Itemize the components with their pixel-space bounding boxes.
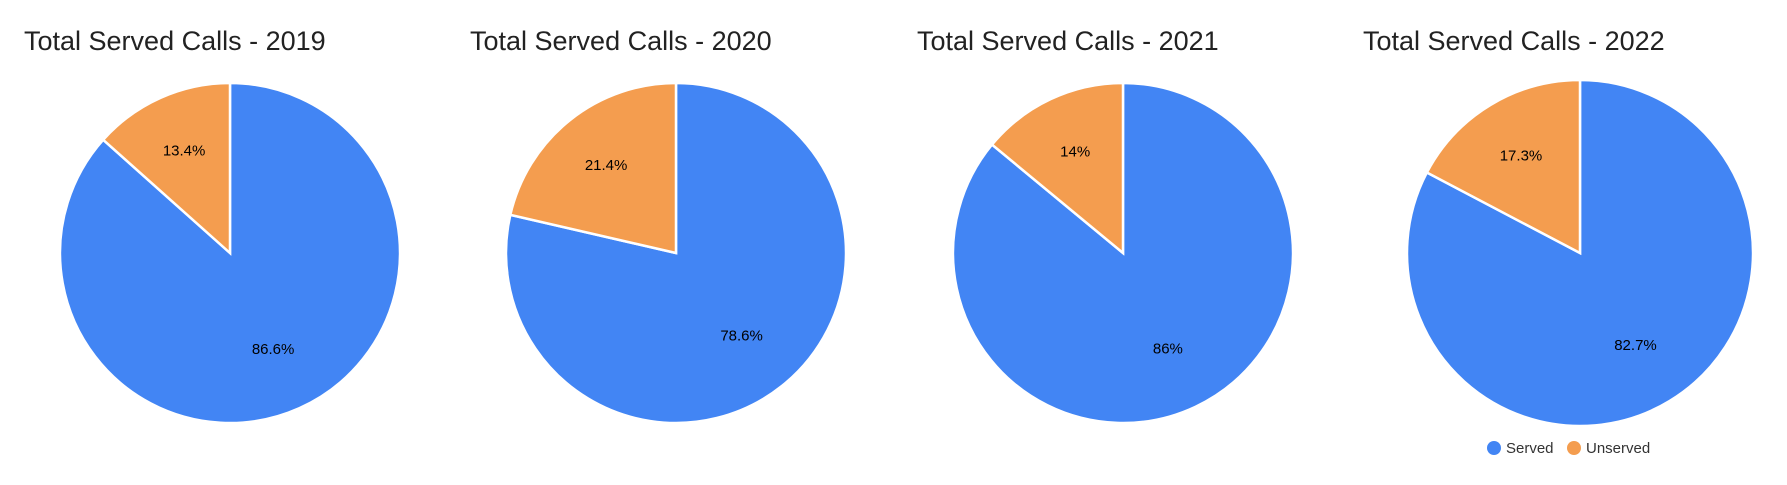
data-label-unserved-2019: 13.4%: [163, 143, 206, 160]
pie-chart-2020: Total Served Calls - 2020 78.6% 21.4%: [470, 26, 846, 423]
data-label-unserved-2022: 17.3%: [1500, 147, 1543, 164]
data-label-unserved-2021: 14%: [1060, 144, 1090, 161]
pie-slices-2020: [506, 83, 846, 423]
chart-title-2019: Total Served Calls - 2019: [24, 26, 326, 56]
legend-label-unserved[interactable]: Unserved: [1586, 440, 1650, 457]
pie-chart-2019: Total Served Calls - 2019 86.6% 13.4%: [24, 26, 400, 423]
pie-slices-2019: [60, 83, 400, 423]
legend-marker-unserved[interactable]: [1567, 441, 1581, 455]
data-label-served-2020: 78.6%: [720, 328, 763, 345]
data-label-served-2019: 86.6%: [252, 341, 295, 358]
pie-chart-2022: Total Served Calls - 2022 Served Unserve…: [1363, 26, 1753, 457]
pie-slices-2022: [1407, 80, 1753, 426]
chart-title-2021: Total Served Calls - 2021: [917, 26, 1219, 56]
chart-title-2022: Total Served Calls - 2022: [1363, 26, 1665, 56]
pie-chart-2021: Total Served Calls - 2021 86% 14%: [917, 26, 1293, 423]
data-label-unserved-2020: 21.4%: [585, 157, 628, 174]
chart-title-2020: Total Served Calls - 2020: [470, 26, 772, 56]
pie-slices-2021: [953, 83, 1293, 423]
data-label-served-2021: 86%: [1153, 340, 1183, 357]
legend-label-served[interactable]: Served: [1506, 440, 1554, 457]
legend: Served Unserved: [1487, 440, 1650, 457]
data-label-served-2022: 82.7%: [1614, 337, 1657, 354]
legend-marker-served[interactable]: [1487, 441, 1501, 455]
